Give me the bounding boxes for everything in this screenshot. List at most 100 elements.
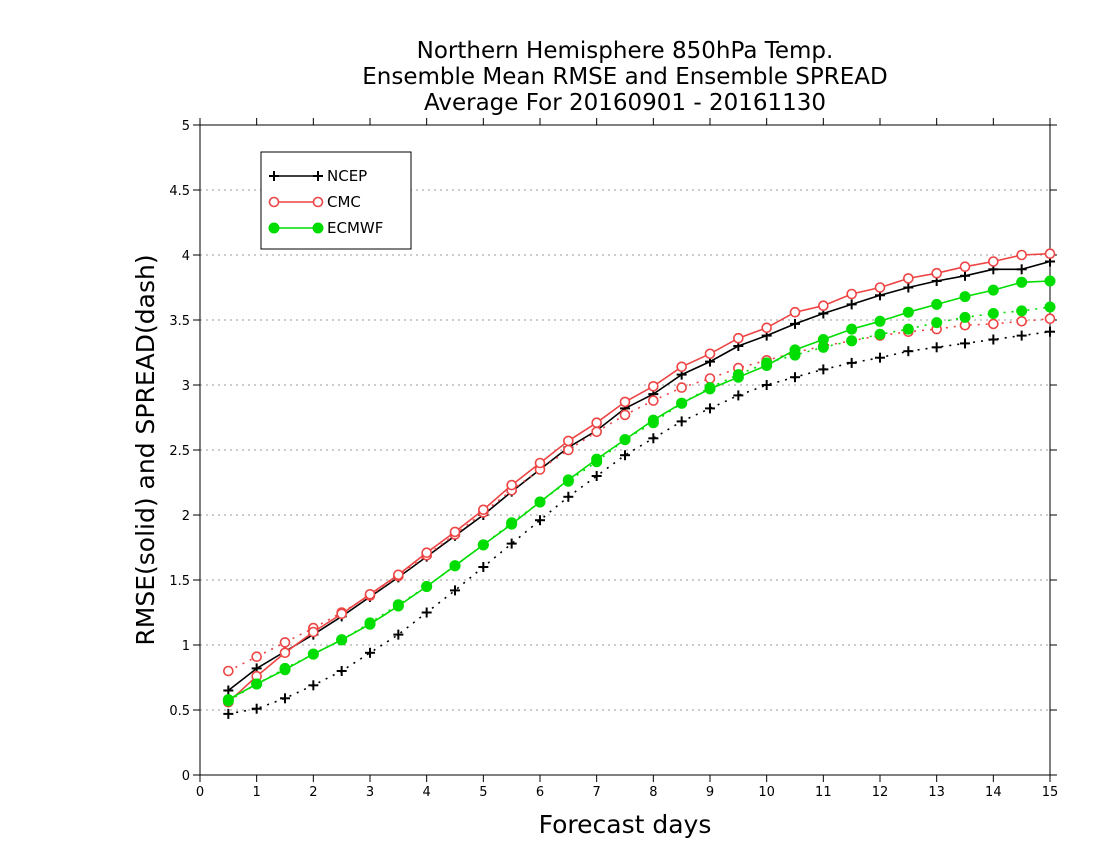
y-tick-label: 5 [182, 119, 190, 134]
data-point-cmc-rmse [676, 361, 687, 373]
data-point-ecmwf-rmse [619, 434, 631, 446]
data-point-ncep-spread [846, 357, 857, 368]
data-point-cmc-spread [1044, 313, 1056, 325]
data-point-cmc-rmse [959, 261, 971, 273]
y-tick-label: 1.5 [169, 574, 190, 589]
data-point-ncep-spread [506, 538, 517, 549]
data-point-cmc-rmse [931, 267, 942, 279]
data-point-ecmwf-rmse [789, 344, 801, 356]
legend-item-ecmwf: ECMWF [268, 219, 383, 237]
y-axis-label: RMSE(solid) and SPREAD(dash) [131, 254, 160, 645]
x-tick-label: 0 [196, 785, 204, 800]
y-tick-label: 0.5 [169, 704, 190, 719]
data-point-ecmwf-rmse [647, 414, 659, 426]
data-point-ecmwf-rmse [817, 334, 829, 345]
data-point-ncep-spread [535, 515, 545, 526]
data-point-cmc-rmse [308, 626, 319, 638]
x-tick-label: 12 [872, 785, 889, 800]
data-point-ncep-spread [563, 491, 574, 502]
data-point-ncep-rmse [960, 270, 970, 281]
legend-marker-cmc [312, 196, 324, 208]
data-point-ncep-spread [648, 433, 659, 444]
data-point-ecmwf-rmse [449, 560, 461, 572]
data-point-ncep-spread [251, 703, 262, 714]
data-point-cmc-rmse [988, 256, 999, 267]
data-point-ecmwf-rmse [704, 383, 716, 395]
data-point-ecmwf-rmse [251, 678, 263, 690]
data-point-ecmwf-rmse [1016, 276, 1028, 288]
data-point-cmc-rmse [591, 417, 602, 429]
data-point-ncep-spread [875, 352, 885, 363]
data-point-ncep-spread [336, 666, 347, 676]
data-point-ecmwf-spread [874, 328, 886, 340]
data-point-cmc-rmse [506, 479, 517, 491]
x-tick-label: 15 [1042, 785, 1059, 800]
data-point-ncep-rmse [1016, 264, 1027, 275]
data-point-ecmwf-rmse [506, 518, 518, 530]
data-point-cmc-rmse [619, 396, 631, 408]
data-point-ecmwf-rmse [364, 618, 376, 630]
data-point-ecmwf-spread [987, 308, 999, 319]
data-point-ecmwf-rmse [732, 371, 744, 383]
chart-title-line-2: Ensemble Mean RMSE and Ensemble SPREAD [362, 64, 887, 90]
data-point-ecmwf-rmse [902, 306, 914, 318]
data-point-ecmwf-spread [1016, 305, 1028, 317]
chart-title-line-3: Average For 20160901 - 20161130 [424, 90, 826, 116]
data-point-ecmwf-rmse [279, 664, 291, 676]
data-point-cmc-rmse [279, 647, 291, 659]
data-point-cmc-rmse [874, 282, 886, 293]
data-point-ncep-spread [365, 647, 375, 658]
y-tick-label: 4 [182, 249, 190, 264]
data-point-ncep-spread [818, 364, 829, 375]
y-tick-label: 1 [182, 639, 190, 654]
legend-label-ecmwf: ECMWF [327, 219, 383, 237]
data-point-ecmwf-rmse [931, 298, 943, 310]
data-point-ecmwf-rmse [846, 323, 858, 335]
x-tick-label: 9 [706, 785, 714, 800]
data-point-ecmwf-rmse [307, 648, 319, 660]
data-point-cmc-spread [591, 426, 602, 438]
y-tick-label: 3.5 [169, 314, 190, 329]
data-point-cmc-rmse [421, 547, 432, 559]
x-tick-label: 5 [479, 785, 487, 800]
x-tick-label: 10 [758, 785, 775, 800]
data-point-ecmwf-rmse [1044, 275, 1056, 287]
data-point-ncep-spread [790, 372, 800, 383]
data-point-cmc-spread [251, 651, 262, 663]
data-point-cmc-rmse [704, 348, 716, 360]
data-point-ncep-spread [705, 403, 715, 414]
data-point-cmc-spread [1016, 315, 1027, 327]
data-point-ncep-spread [676, 416, 687, 427]
legend-label-cmc: CMC [327, 193, 361, 211]
data-point-ncep-rmse [790, 318, 800, 329]
series-line-ncep-rmse [227, 260, 1051, 692]
y-tick-label: 2.5 [169, 444, 190, 459]
x-tick-label: 11 [815, 785, 832, 800]
data-point-ncep-spread [931, 342, 942, 353]
y-tick-label: 3 [182, 379, 190, 394]
x-tick-label: 13 [928, 785, 945, 800]
data-point-cmc-spread [704, 373, 716, 384]
series-line-ncep-spread [228, 330, 1051, 715]
data-point-cmc-rmse [1016, 249, 1027, 261]
legend-marker-ncep [269, 171, 279, 181]
data-point-ecmwf-rmse [392, 600, 404, 612]
chart-title-line-1: Northern Hemisphere 850hPa Temp. [417, 38, 834, 64]
data-point-ecmwf-spread [931, 317, 943, 329]
data-point-ecmwf-spread [1044, 301, 1056, 313]
data-point-cmc-spread [676, 382, 687, 393]
data-point-ncep-spread [393, 629, 404, 640]
chart-title: Northern Hemisphere 850hPa Temp. Ensembl… [362, 38, 887, 116]
data-point-ncep-spread [591, 471, 602, 481]
x-tick-label: 8 [649, 785, 657, 800]
x-tick-label: 4 [423, 785, 431, 800]
data-point-cmc-rmse [393, 569, 404, 581]
data-point-cmc-rmse [789, 306, 801, 318]
series-line-cmc-spread [227, 317, 1051, 672]
series-ncep [223, 256, 1055, 719]
data-point-cmc-rmse [563, 435, 574, 447]
series-cmc [223, 248, 1056, 708]
data-point-ncep-spread [733, 390, 744, 401]
data-point-cmc-rmse [648, 380, 659, 392]
data-point-cmc-spread [223, 665, 234, 677]
